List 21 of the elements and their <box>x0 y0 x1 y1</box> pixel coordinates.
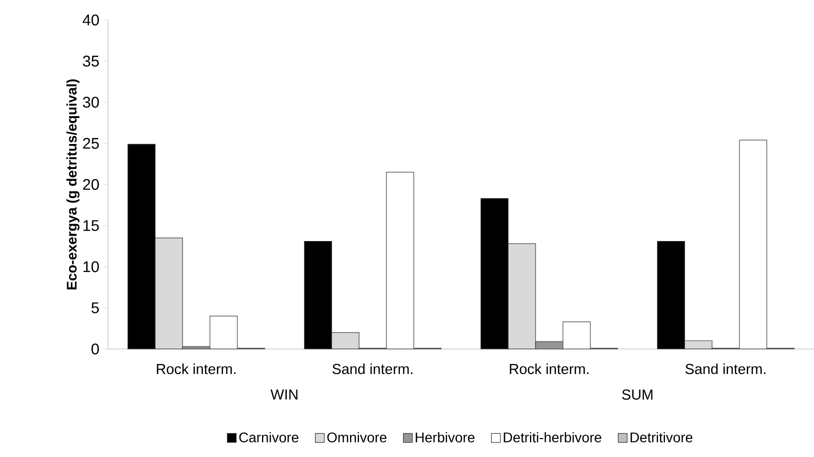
x-tick-label: Rock interm. <box>510 364 588 374</box>
y-tick-label: 10 <box>83 261 99 272</box>
y-tick-label: 40 <box>82 14 99 26</box>
y-tick-label: 20 <box>83 179 99 190</box>
legend-label: Detritivore <box>630 432 692 442</box>
y-tick-label: 15 <box>83 220 99 232</box>
y-tick-label: 25 <box>83 138 99 149</box>
legend-label: Carnivore <box>239 432 298 442</box>
x-tick-label: Sand interm. <box>332 364 412 374</box>
legend-label: Omnivore <box>327 432 386 442</box>
y-tick-label: 0 <box>92 344 99 354</box>
text: SUM <box>622 389 652 400</box>
x-tick-label: Sand interm. <box>685 364 766 374</box>
legend-label: Herbivore <box>416 432 474 442</box>
y-tick-label: 35 <box>82 56 99 67</box>
legend-label: Detriti-herbivore <box>504 432 602 442</box>
text: WIN <box>270 390 298 400</box>
y-axis-title: Eco-exergya (g detritus/equival) <box>66 79 80 290</box>
y-tick-label: 30 <box>82 96 99 108</box>
x-tick-label: Rock interm. <box>156 364 236 374</box>
y-tick-label: 5 <box>92 302 99 314</box>
